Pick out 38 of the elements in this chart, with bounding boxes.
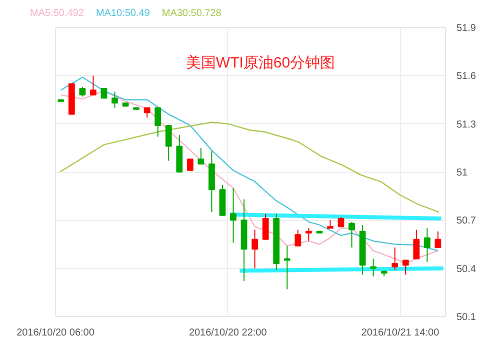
candlestick bbox=[348, 221, 355, 248]
text: MA5:50.492 bbox=[30, 8, 84, 19]
candlestick bbox=[305, 228, 312, 242]
candlestick bbox=[338, 216, 344, 228]
line-series bbox=[59, 122, 440, 213]
x-tick-label: 2016/10/20 06:00 bbox=[16, 328, 95, 338]
candlestick bbox=[154, 107, 162, 138]
candlestick bbox=[424, 228, 430, 262]
candlestick bbox=[230, 188, 236, 244]
y-tick-label: 51.3 bbox=[456, 119, 476, 130]
candlestick bbox=[100, 88, 108, 99]
text: MA10:50.49 bbox=[96, 8, 150, 19]
y-tick-label: 51 bbox=[456, 168, 468, 178]
x-tick-label: 2016/10/20 22:00 bbox=[188, 328, 268, 338]
y-tick-label: 51.9 bbox=[456, 23, 476, 34]
y-tick-label: 51.6 bbox=[456, 71, 476, 82]
candlestick bbox=[252, 229, 258, 269]
candlestick bbox=[413, 229, 420, 260]
candlestick bbox=[294, 229, 302, 246]
candlestick bbox=[90, 75, 96, 96]
y-tick-label: 50.1 bbox=[456, 312, 476, 323]
candlestick bbox=[144, 107, 150, 118]
x-tick-label: 2016/10/21 14:00 bbox=[361, 328, 440, 338]
candlestick bbox=[112, 91, 118, 108]
candlestick bbox=[186, 158, 194, 171]
candlestick bbox=[402, 260, 409, 276]
y-tick-label: 50.4 bbox=[456, 264, 476, 275]
candlestick bbox=[79, 86, 86, 98]
candlestick bbox=[434, 230, 442, 248]
y-tick-label: 50.7 bbox=[456, 216, 476, 227]
text: MA30:50.728 bbox=[162, 8, 222, 19]
candlestick bbox=[392, 246, 398, 270]
candlestick bbox=[198, 147, 204, 164]
candlestick bbox=[262, 213, 269, 240]
text: 美国WTI原油60分钟图 bbox=[186, 54, 336, 72]
candlestick bbox=[370, 258, 377, 277]
candlestick bbox=[284, 245, 290, 290]
candlestick bbox=[165, 124, 172, 162]
